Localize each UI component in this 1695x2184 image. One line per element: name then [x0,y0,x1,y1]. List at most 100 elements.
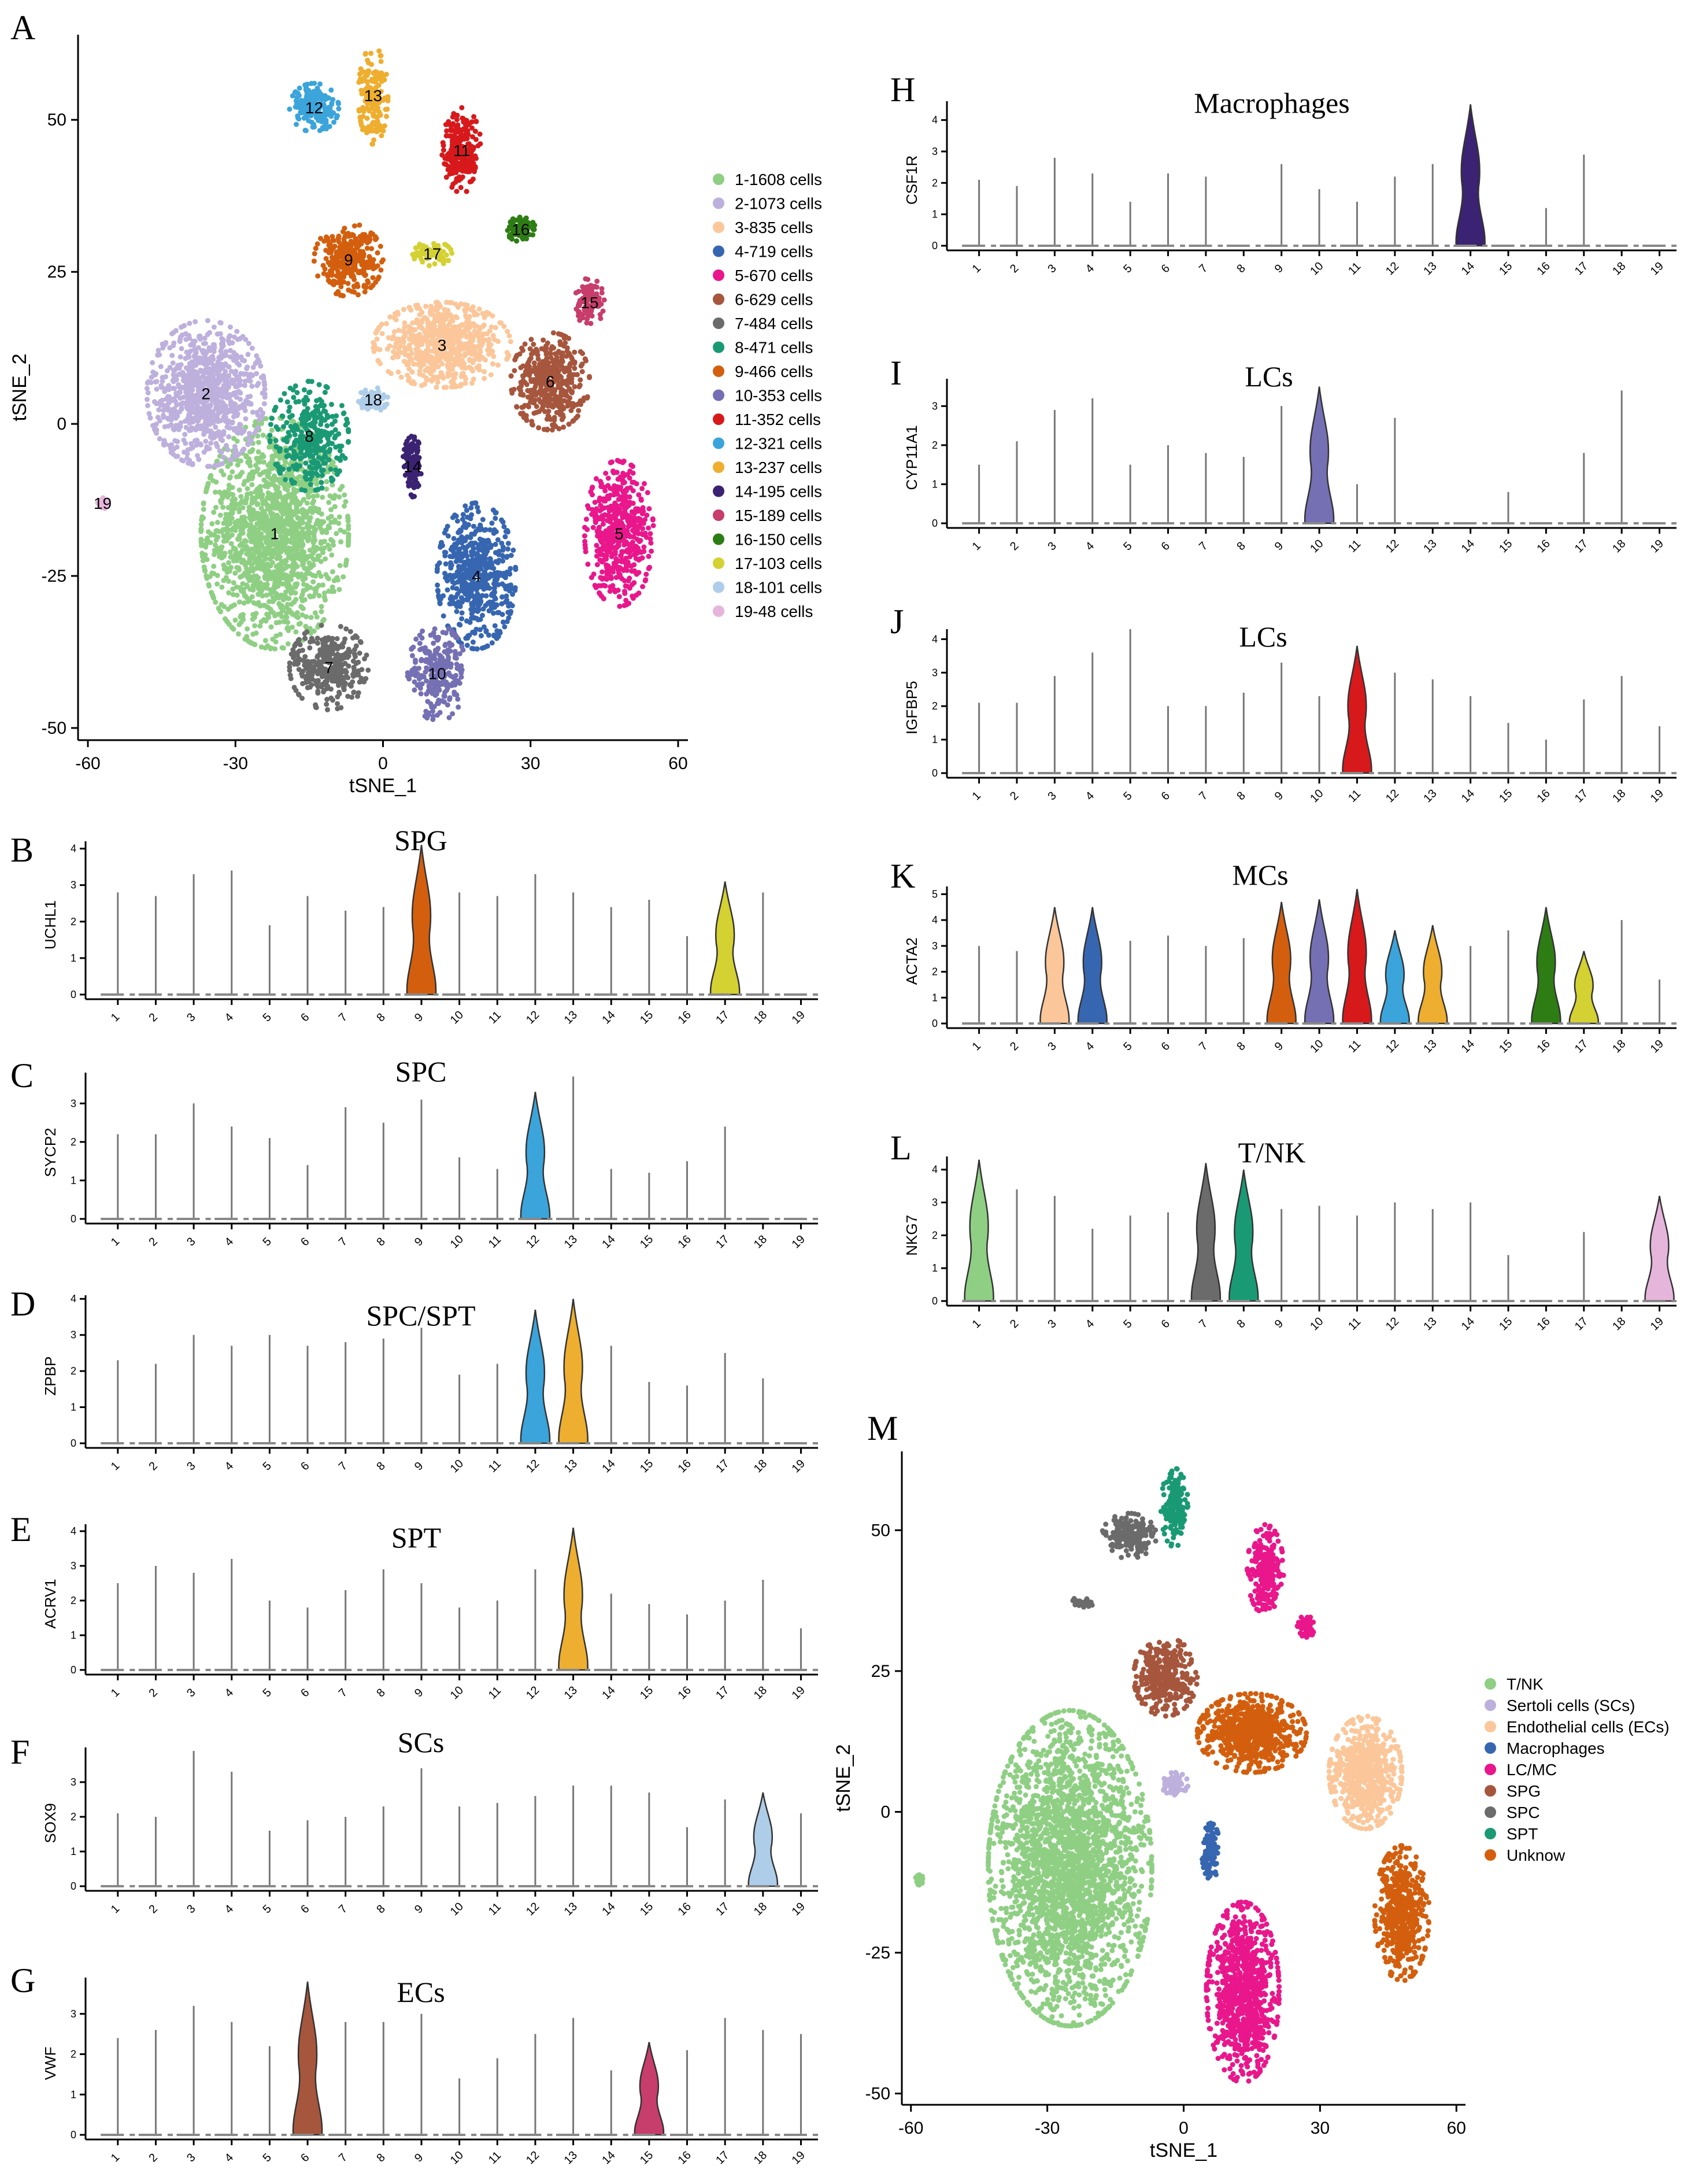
scatter-point [297,648,302,654]
scatter-point [307,684,313,690]
scatter-point [285,563,291,569]
scatter-point [508,609,514,614]
scatter-point [315,688,321,694]
scatter-point [493,559,499,564]
scatter-point [225,464,231,470]
scatter-point [608,547,613,553]
scatter-point [499,601,505,607]
scatter-point [290,611,295,617]
scatter-point [198,543,204,548]
scatter-point [486,311,492,316]
scatter-point [292,561,297,566]
scatter-point [472,557,478,563]
scatter-point [612,551,618,557]
scatter-point [371,340,376,345]
scatter-point [566,350,572,356]
scatter-point [254,573,260,579]
scatter-point [247,378,253,384]
scatter-point [299,526,305,532]
scatter-point [273,639,279,645]
scatter-point [324,701,330,707]
scatter-point [541,337,546,343]
panel-letter-m: M [867,1409,898,1447]
scatter-point [336,682,342,688]
scatter-point [251,600,257,605]
scatter-point [248,374,253,379]
scatter-point [236,487,242,493]
scatter-point [222,390,228,396]
scatter-point [273,486,279,492]
scatter-point [589,485,595,491]
scatter-point [469,542,475,548]
scatter-point [482,369,487,375]
scatter-point [201,553,206,559]
scatter-point [227,407,233,412]
scatter-point [351,668,357,674]
scatter-point [475,504,480,510]
scatter-point [341,574,346,580]
scatter-point [634,571,639,577]
scatter-point [267,444,272,450]
scatter-point [445,363,450,368]
scatter-point [456,358,461,364]
scatter-point [371,345,376,350]
scatter-point [234,413,240,419]
scatter-point [260,492,265,498]
scatter-point [244,365,250,371]
scatter-point [256,458,262,464]
scatter-point [471,646,476,652]
scatter-point [265,535,271,541]
scatter-point [173,453,179,459]
scatter-point [435,587,441,593]
scatter-point [495,610,501,615]
scatter-point [483,603,488,608]
scatter-point [320,494,325,500]
scatter-point [499,581,505,587]
scatter-point [398,374,404,380]
scatter-point [289,459,295,465]
scatter-point [219,602,224,607]
scatter-point [560,350,565,356]
scatter-point [330,584,335,590]
scatter-point [352,646,357,652]
scatter-point [321,594,327,600]
scatter-point [478,525,484,531]
scatter-point [295,479,301,485]
scatter-point [235,462,240,468]
scatter-point [203,544,209,550]
scatter-point [151,427,157,433]
scatter-point [227,333,233,339]
scatter-point [201,507,206,512]
scatter-point [314,614,320,620]
scatter-point [508,566,513,571]
scatter-point [336,520,342,526]
scatter-point [208,474,213,479]
scatter-point [321,539,327,545]
scatter-point [205,538,210,544]
scatter-point [161,415,166,420]
scatter-point [206,346,212,352]
scatter-point [345,518,351,524]
scatter-point [448,563,454,569]
scatter-point [174,393,180,398]
scatter-point [402,333,408,339]
scatter-point [395,309,401,315]
scatter-point [256,449,261,454]
scatter-point [310,539,316,545]
scatter-point [216,433,221,438]
scatter-point [299,537,305,543]
scatter-point [201,564,207,570]
scatter-point [454,541,460,546]
scatter-point [488,342,494,348]
scatter-point [461,562,467,568]
scatter-point [279,592,284,598]
scatter-point [233,384,239,390]
scatter-point [646,525,652,531]
scatter-point [241,371,247,376]
scatter-point [357,651,362,656]
scatter-point [334,636,340,641]
scatter-point [290,532,295,538]
scatter-point [219,584,225,590]
scatter-point [571,372,577,378]
scatter-point [406,361,412,367]
